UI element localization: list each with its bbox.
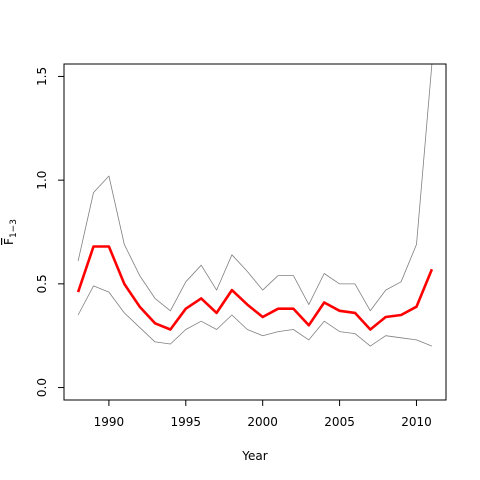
series-line-lower	[77, 285, 433, 347]
y-axis-title-main: F	[2, 238, 16, 245]
svg-text:F1−3: F1−3	[2, 219, 19, 245]
series-line-estimate	[76, 245, 434, 331]
y-axis-title-subscript: 1−3	[9, 219, 19, 238]
axes-layer: 1990 1995 2000 2005 2010 0.0 0.5 1.0 1.5	[35, 67, 432, 429]
series-line-upper	[77, 64, 433, 312]
y-axis-title: F1−3	[2, 219, 19, 245]
y-tick-label-0: 0.0	[35, 378, 49, 397]
x-axis-title: Year	[241, 449, 267, 463]
x-tick-label-2010: 2010	[401, 415, 432, 429]
y-tick-label-1: 0.5	[35, 274, 49, 293]
series-layer	[76, 64, 434, 347]
x-tick-label-2000: 2000	[247, 415, 278, 429]
y-tick-label-2: 1.0	[35, 171, 49, 190]
x-tick-label-1995: 1995	[171, 415, 202, 429]
plot-frame	[63, 63, 447, 401]
y-tick-label-3: 1.5	[35, 67, 49, 86]
x-tick-label-2005: 2005	[324, 415, 355, 429]
x-tick-label-1990: 1990	[94, 415, 125, 429]
